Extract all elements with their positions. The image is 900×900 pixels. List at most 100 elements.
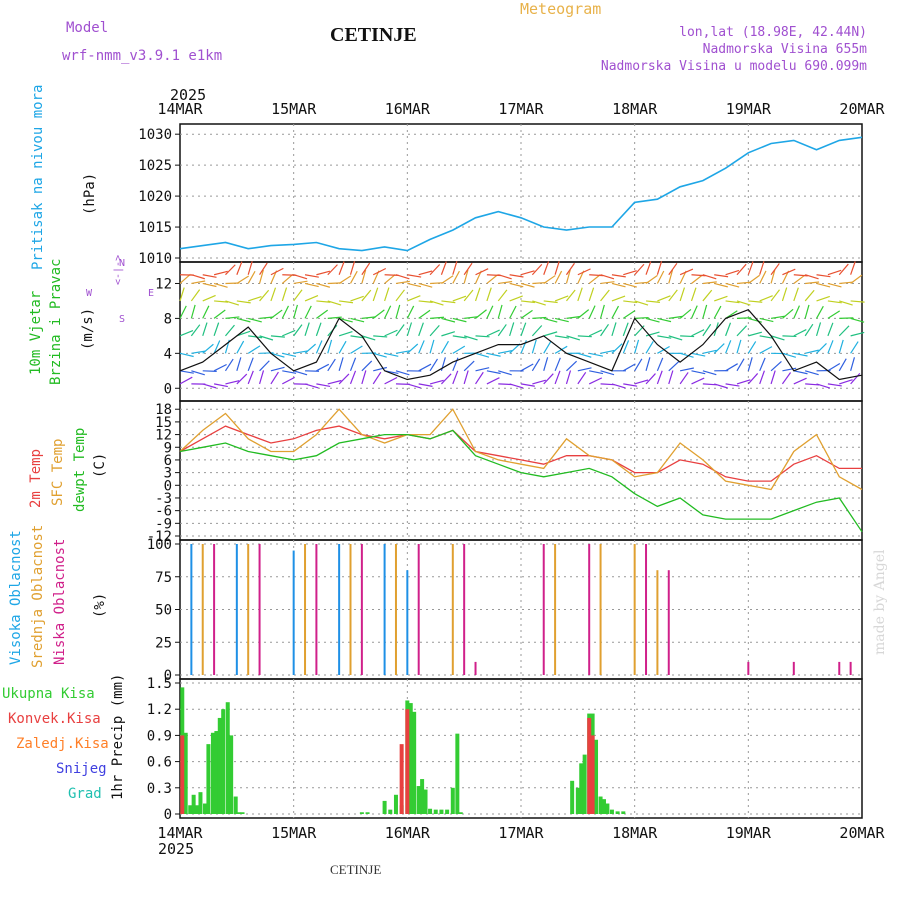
cloud-bar: [190, 544, 193, 675]
cloud-bar: [451, 544, 454, 675]
lonlat-info: lon,lat (18.98E, 42.44N): [679, 25, 867, 40]
wind-arrow: [441, 317, 456, 323]
pressure-ytick-label: 1015: [138, 220, 172, 236]
wind-arrow: [725, 282, 740, 288]
wind-arrow: [679, 352, 694, 358]
wind-arrow: [452, 370, 459, 385]
wind-arrow: [293, 370, 308, 376]
cloud-bar: [406, 570, 409, 675]
wind-arrow: [213, 340, 221, 354]
wind-arrow: [566, 335, 581, 341]
wind-arrow: [236, 357, 242, 371]
wind-arrow: [634, 300, 649, 306]
wind-arrow: [611, 295, 626, 302]
wind-arrow: [475, 371, 484, 385]
wind-arrow: [213, 270, 228, 276]
wind-arrow: [418, 300, 433, 303]
wind-arrow: [384, 329, 398, 337]
precip-bar: [203, 803, 208, 814]
wind-arrow: [714, 383, 728, 389]
wind-arrow: [395, 370, 410, 376]
top-time-label-20MAR: 20MAR: [839, 100, 885, 118]
wind-arrow: [611, 383, 626, 389]
wind-arrow: [498, 370, 512, 376]
wind-arrow: [588, 305, 596, 319]
wind-arrow: [202, 322, 208, 337]
wind-arrow: [566, 315, 581, 319]
wind-arrow: [293, 289, 303, 302]
wind-arrow: [259, 360, 270, 372]
wind-arrow: [656, 357, 664, 372]
wind-arrow: [554, 261, 560, 275]
wind-arrow: [611, 322, 617, 337]
wind-arrow: [418, 282, 433, 288]
wind-arrow: [395, 280, 410, 285]
wind-arrow: [634, 263, 645, 276]
wind-arrow: [338, 357, 344, 371]
wind-arrow: [668, 269, 674, 284]
wind-arrow: [407, 295, 421, 302]
wind-arrow: [463, 289, 474, 302]
wind-arrow: [349, 370, 357, 385]
wind-arrow: [520, 322, 527, 337]
wind-arrow: [577, 335, 592, 338]
cloud-bar: [633, 544, 636, 675]
wind-arrow: [395, 289, 405, 302]
wind-arrow: [770, 370, 776, 385]
precip-bar: [601, 799, 606, 814]
wind-arrow: [406, 343, 419, 354]
legend-hail: Grad: [68, 786, 102, 802]
wind-arrow: [850, 274, 863, 284]
top-time-label-19MAR: 19MAR: [726, 100, 772, 118]
wind-arrow: [282, 376, 295, 385]
bottom-time-label-20MAR: 20MAR: [839, 824, 885, 842]
precip-bar: [570, 780, 575, 814]
precip-bar: [233, 796, 238, 814]
cloud-bar: [360, 544, 363, 675]
wind-arrow: [282, 329, 296, 337]
wind-arrow: [736, 263, 747, 276]
wind-arrow: [793, 377, 807, 385]
legend-snow: Snijeg: [56, 761, 107, 777]
wind-arrow: [179, 352, 194, 358]
wind-arrow: [645, 357, 651, 371]
bottom-time-label-18MAR: 18MAR: [612, 824, 658, 842]
wind-arrow: [191, 274, 205, 280]
wind-arrow: [384, 376, 398, 385]
precip-bar: [237, 812, 242, 814]
precip-bar: [609, 809, 614, 814]
wind-arrow: [497, 304, 503, 319]
temp-series-line: [179, 429, 863, 533]
wind-arrow: [406, 305, 415, 319]
wind-arrow: [759, 270, 767, 284]
wind-arrow: [441, 373, 452, 385]
wind-arrow: [213, 383, 228, 388]
precip-bar: [579, 763, 584, 814]
wind-arrow: [293, 324, 303, 337]
precip-bar: [191, 794, 196, 814]
wind-arrow: [190, 324, 201, 337]
wind-arrow: [486, 352, 501, 357]
wind-arrow: [247, 270, 256, 284]
wind-arrow: [815, 322, 822, 337]
wind-arrow: [293, 350, 308, 354]
wind-arrow: [463, 370, 469, 385]
wind-arrow: [486, 329, 500, 337]
wind-arrow: [827, 383, 842, 387]
wind-arrow: [736, 300, 751, 306]
wind-arrow: [736, 358, 745, 372]
cloud-panel: 0 25 50 75 100: [147, 537, 863, 684]
wind-arrow: [316, 363, 330, 372]
precip-bar: [382, 800, 387, 814]
cloud-bar: [588, 544, 591, 675]
cloud-bar: [383, 544, 386, 675]
precip-bar: [225, 702, 230, 814]
wind-arrow: [236, 373, 248, 385]
wind-arrow: [338, 340, 347, 354]
wind-arrow: [668, 360, 680, 372]
cloud-bar: [417, 544, 420, 675]
wind-arrow: [270, 366, 285, 372]
meteogram-label: Meteogram: [520, 0, 602, 18]
wind-arrow: [657, 295, 671, 302]
